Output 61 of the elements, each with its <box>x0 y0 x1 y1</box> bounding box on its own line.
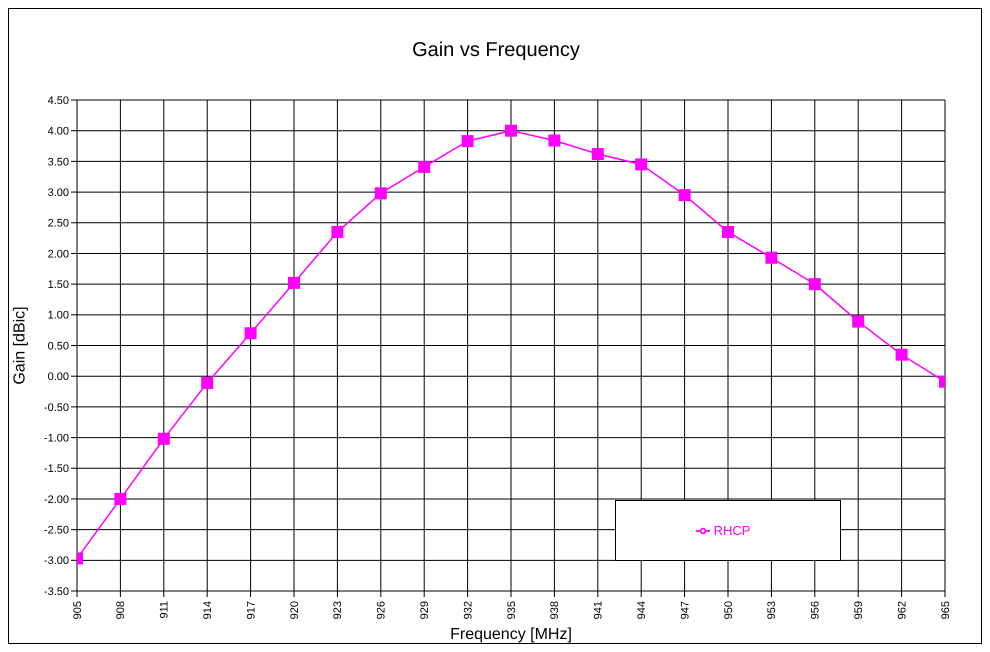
y-tick-label: -3.50 <box>44 586 69 598</box>
y-tick-label: 1.00 <box>48 310 69 322</box>
x-tick-label: 956 <box>810 601 822 620</box>
y-tick-label: 3.00 <box>48 186 69 199</box>
x-tick-label: 932 <box>462 601 474 620</box>
y-tick-label: 2.50 <box>48 218 69 230</box>
x-tick-label: 914 <box>202 601 214 620</box>
point <box>374 187 387 200</box>
point <box>808 278 821 290</box>
x-axis-title: Frequency [MHz] <box>450 626 572 643</box>
x-tick-label: 917 <box>245 601 258 620</box>
x-tick-label: 908 <box>115 601 128 620</box>
point <box>852 316 864 328</box>
y-tick-label: -1.50 <box>44 463 69 476</box>
y-tick-label: -3.00 <box>44 555 69 568</box>
y-tick-label: -1.00 <box>44 432 69 444</box>
point <box>331 226 344 238</box>
point <box>635 158 648 170</box>
x-tick-label: 962 <box>896 601 908 620</box>
point <box>462 135 474 148</box>
y-tick-label: 1.50 <box>48 279 69 292</box>
x-tick-label: 953 <box>766 601 778 620</box>
y-tick-label: 2.00 <box>48 248 69 260</box>
legend-label: RHCP <box>714 522 750 538</box>
point <box>765 252 778 264</box>
x-tick-label: 959 <box>853 601 866 620</box>
x-tick-label: 926 <box>376 601 388 620</box>
point <box>418 160 430 173</box>
x-tick-label: 944 <box>636 601 648 620</box>
x-tick-label: 920 <box>288 601 301 620</box>
y-tick-label: -0.50 <box>44 402 69 414</box>
point <box>548 134 560 147</box>
x-tick-label: 935 <box>506 601 518 620</box>
point <box>722 226 734 238</box>
point <box>505 124 517 137</box>
point <box>158 432 170 445</box>
point <box>896 348 908 361</box>
y-tick-label: 0.50 <box>48 340 69 352</box>
y-tick-label: 4.00 <box>48 126 69 138</box>
x-tick-label: 941 <box>592 601 605 620</box>
x-tick-label: 929 <box>419 601 432 620</box>
x-tick-label: 905 <box>72 601 84 620</box>
point <box>201 376 214 389</box>
chart-title: Gain vs Frequency <box>411 39 581 62</box>
x-tick-label: 947 <box>679 601 692 620</box>
x-tick-label: 950 <box>722 601 735 620</box>
x-tick-label: 965 <box>940 601 952 620</box>
x-tick-label: 938 <box>549 601 562 620</box>
y-tick-label: 3.50 <box>48 156 69 168</box>
point <box>678 189 691 202</box>
x-tick-label: 923 <box>332 601 344 620</box>
y-tick-label: -2.00 <box>44 494 69 506</box>
y-axis-title: Gain [dBic] <box>12 306 29 385</box>
y-tick-label: 4.50 <box>48 94 69 107</box>
point <box>288 276 300 289</box>
point <box>244 327 257 340</box>
y-tick-label: 0.00 <box>48 371 69 384</box>
y-tick-label: -2.50 <box>44 524 69 537</box>
x-tick-label: 911 <box>158 601 171 619</box>
point <box>114 492 126 505</box>
point <box>592 148 604 160</box>
